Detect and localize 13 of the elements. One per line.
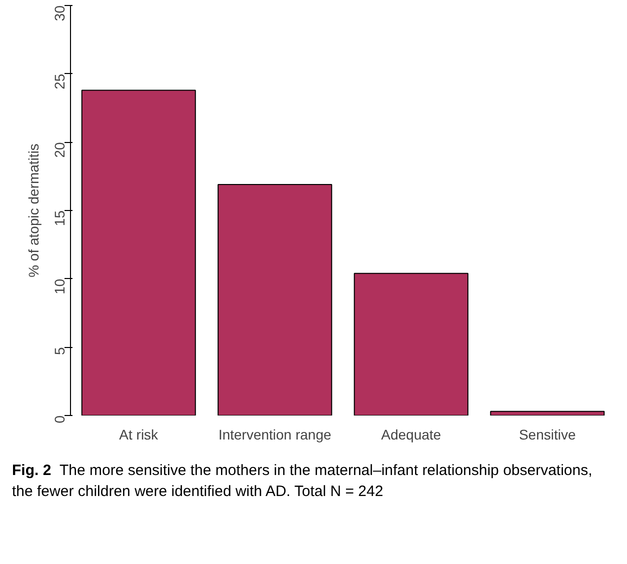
y-tick-label: 25	[52, 74, 68, 90]
y-tick-label: 30	[52, 5, 68, 22]
y-tick-label: 5	[52, 346, 68, 355]
y-axis-title: % of atopic dermatitis	[26, 144, 42, 278]
x-tick-label: Sensitive	[518, 426, 576, 442]
x-tick-label: Intervention range	[218, 426, 332, 442]
caption: Fig. 2	[12, 462, 52, 479]
x-tick-label: Adequate	[381, 426, 442, 442]
y-tick-label: 20	[52, 142, 68, 158]
y-tick-label: 10	[52, 278, 68, 294]
y-tick-label: 0	[52, 415, 68, 424]
y-tick-label: 15	[52, 210, 68, 226]
x-tick-label: At risk	[119, 426, 160, 442]
